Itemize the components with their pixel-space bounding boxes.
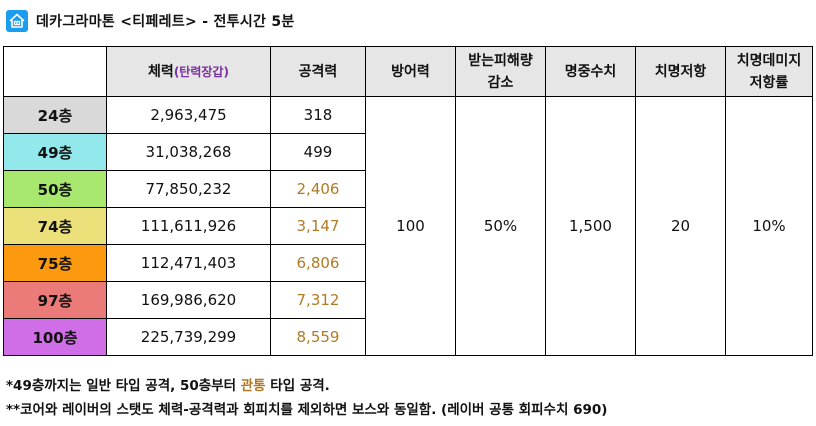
hp-cell: 2,963,475 xyxy=(106,96,271,134)
header-crit-dmg-resist-line1: 치명데미지 xyxy=(736,52,802,69)
attack-cell: 8,559 xyxy=(270,318,366,356)
footnote-1-part-b: 타입 공격. xyxy=(265,378,330,394)
floor-cell: 75층 xyxy=(3,244,107,282)
defense-cell: 100 xyxy=(365,96,456,356)
table-row: 24층 2,963,475 318 100 50% 1,500 20 10% xyxy=(3,96,813,356)
header-hp: 체력(탄력장갑) xyxy=(106,46,271,97)
header-defense: 방어력 xyxy=(365,46,456,97)
header-dmg-reduction-line2: 감소 xyxy=(487,74,514,91)
dmg-reduction-cell: 50% xyxy=(455,96,546,356)
floor-cell: 50층 xyxy=(3,170,107,208)
header-hp-label: 체력 xyxy=(148,63,174,80)
hp-cell: 111,611,926 xyxy=(106,207,271,245)
footnote-1-part-a: *49층까지는 일반 타입 공격, 50층부터 xyxy=(6,378,241,394)
attack-cell: 499 xyxy=(270,133,366,171)
attack-cell: 7,312 xyxy=(270,281,366,319)
floor-cell: 24층 xyxy=(3,96,107,134)
home-icon xyxy=(6,10,28,32)
floor-cell: 49층 xyxy=(3,133,107,171)
table-row: 50층 77,850,232 2,406 xyxy=(3,170,813,208)
crit-dmg-resist-cell: 10% xyxy=(725,96,813,356)
attack-cell: 2,406 xyxy=(270,170,366,208)
hp-cell: 31,038,268 xyxy=(106,133,271,171)
footnote-2: **코어와 레이버의 스탯도 체력-공격력과 회피치를 제외하면 보스와 동일함… xyxy=(6,402,608,418)
table-row: 49층 31,038,268 499 xyxy=(3,133,813,171)
title-bar: 데카그라마톤 <티페레트> - 전투시간 5분 xyxy=(6,9,295,33)
header-dmg-reduction-line1: 받는피해량 xyxy=(468,52,533,69)
table-row: 100층 225,739,299 8,559 xyxy=(3,318,813,356)
footnote-1: *49층까지는 일반 타입 공격, 50층부터 관통 타입 공격. xyxy=(6,374,607,398)
attack-cell: 6,806 xyxy=(270,244,366,282)
floor-cell: 74층 xyxy=(3,207,107,245)
page-title: 데카그라마톤 <티페레트> - 전투시간 5분 xyxy=(36,14,295,30)
floor-cell: 100층 xyxy=(3,318,107,356)
attack-cell: 3,147 xyxy=(270,207,366,245)
crit-resist-cell: 20 xyxy=(635,96,726,356)
pierce-keyword: 관통 xyxy=(240,378,266,394)
hp-cell: 112,471,403 xyxy=(106,244,271,282)
attack-cell: 318 xyxy=(270,96,366,134)
hp-cell: 225,739,299 xyxy=(106,318,271,356)
accuracy-cell: 1,500 xyxy=(545,96,636,356)
header-accuracy: 명중수치 xyxy=(545,46,636,97)
header-hp-sub: (탄력장갑) xyxy=(173,64,229,79)
header-attack: 공격력 xyxy=(270,46,366,97)
hp-cell: 169,986,620 xyxy=(106,281,271,319)
header-corner xyxy=(3,46,107,97)
table-row: 75층 112,471,403 6,806 xyxy=(3,244,813,282)
floor-cell: 97층 xyxy=(3,281,107,319)
header-crit-resist: 치명저항 xyxy=(635,46,726,97)
header-crit-dmg-resist-line2: 저항률 xyxy=(749,74,789,91)
hp-cell: 77,850,232 xyxy=(106,170,271,208)
footnotes: *49층까지는 일반 타입 공격, 50층부터 관통 타입 공격. **코어와 … xyxy=(6,374,607,422)
